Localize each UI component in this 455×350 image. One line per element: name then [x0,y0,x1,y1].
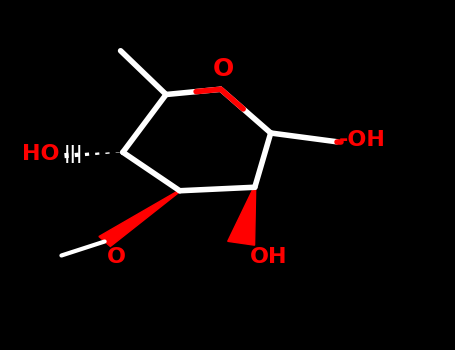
Text: HO: HO [22,144,59,164]
Text: O: O [107,247,126,267]
Text: O: O [212,56,233,80]
Text: |||: ||| [64,145,83,163]
Text: OH: OH [250,247,288,267]
Polygon shape [99,190,180,246]
Text: -OH: -OH [339,130,386,150]
Polygon shape [228,187,256,245]
